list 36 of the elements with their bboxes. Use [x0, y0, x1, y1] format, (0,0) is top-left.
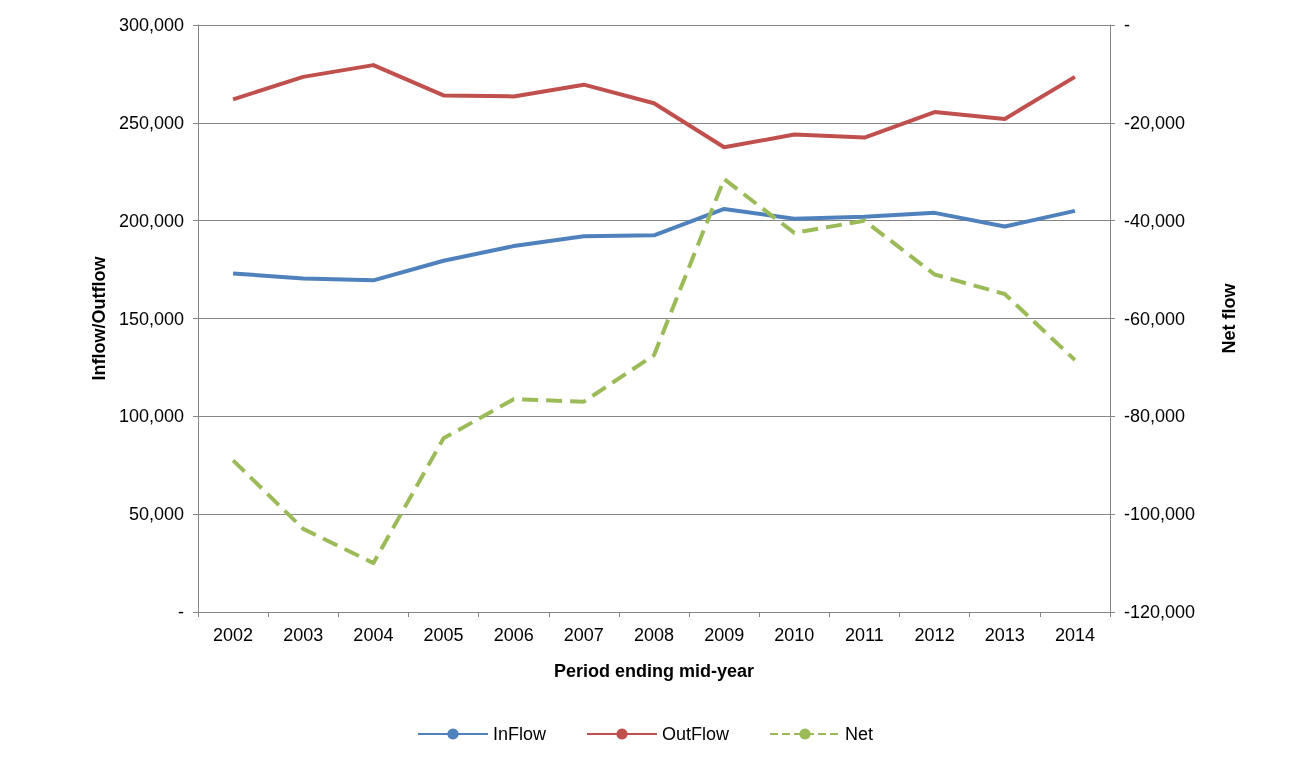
- line-series: [231, 177, 1077, 566]
- y2-tick-label: -20,000: [1124, 112, 1186, 133]
- y-tick-label: 300,000: [118, 15, 184, 35]
- y-axis-title: Inflow/Outflow: [89, 255, 110, 381]
- line-series: [231, 63, 1077, 150]
- line-series: [231, 206, 1077, 283]
- y-tick-label: 150,000: [118, 308, 184, 329]
- y2-tick-label: -120,000: [1124, 602, 1196, 622]
- x-tick-label: 2010: [774, 625, 815, 645]
- x-tick-label: 2008: [633, 625, 675, 645]
- x-tick-label: 2009: [704, 625, 745, 645]
- x-axis-title: Period ending mid-year: [553, 661, 755, 681]
- legend-label: InFlow: [492, 724, 547, 744]
- x-tick-label: 2012: [914, 625, 955, 645]
- y2-tick-label: -: [1124, 15, 1130, 35]
- x-tick-label: 2003: [283, 625, 324, 645]
- x-tick-label: 2007: [563, 625, 604, 645]
- y2-tick-label: -60,000: [1124, 308, 1186, 329]
- y2-tick-label: -80,000: [1124, 406, 1186, 427]
- x-tick-label: 2011: [845, 625, 884, 645]
- y2-tick-label: -40,000: [1124, 210, 1186, 231]
- x-tick-label: 2002: [213, 625, 254, 645]
- x-tick-label: 2006: [493, 625, 534, 645]
- y-tick-label: 100,000: [118, 406, 184, 427]
- x-tick-label: 2005: [423, 625, 464, 645]
- x-tick-label: 2013: [984, 625, 1025, 645]
- y2-axis-title: Net flow: [1219, 282, 1239, 354]
- legend-label: OutFlow: [661, 724, 731, 744]
- y-tick-label: -: [178, 602, 184, 622]
- x-tick-label: 2004: [353, 625, 394, 645]
- y-tick-label: 250,000: [118, 112, 184, 133]
- legend-label: Net: [845, 724, 874, 744]
- x-tick-label: 2014: [1054, 625, 1095, 645]
- y-tick-label: 200,000: [118, 210, 184, 231]
- y-tick-label: 50,000: [128, 504, 184, 525]
- y2-tick-label: -100,000: [1124, 504, 1196, 525]
